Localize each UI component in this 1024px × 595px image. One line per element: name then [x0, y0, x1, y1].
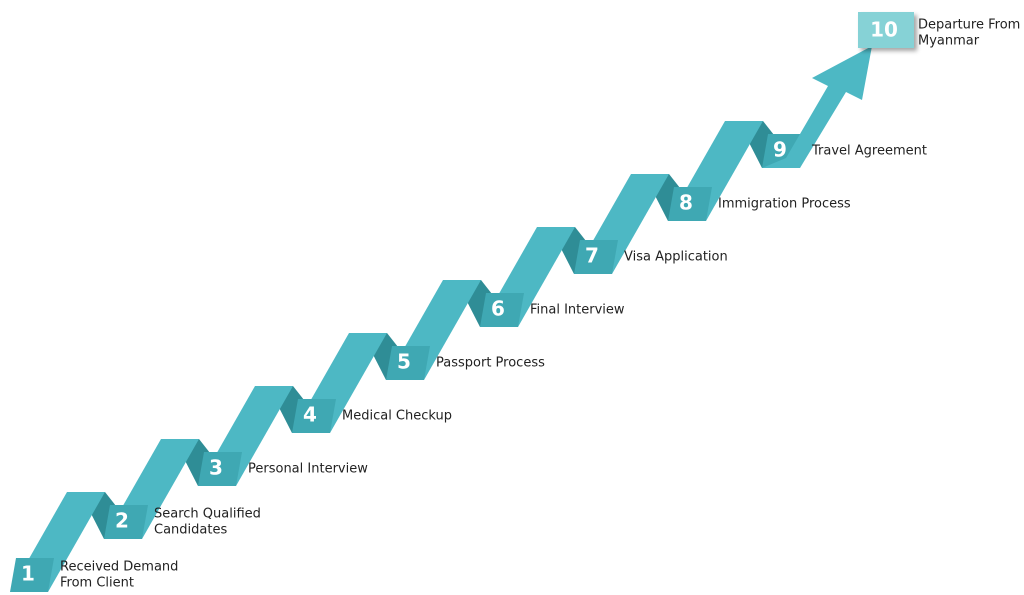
- step-label: Passport Process: [436, 356, 545, 371]
- step-label: Search Qualified: [154, 507, 261, 522]
- step-base: [104, 505, 148, 539]
- step-base: [198, 452, 242, 486]
- step-label: Final Interview: [530, 303, 625, 318]
- step-base: [574, 240, 618, 274]
- step-label: Medical Checkup: [342, 409, 452, 424]
- step-label: Departure From: [918, 18, 1020, 33]
- step-number: 9: [773, 138, 787, 162]
- step-number: 4: [303, 403, 317, 427]
- step-label: Travel Agreement: [811, 144, 927, 159]
- step-number: 7: [585, 244, 599, 268]
- step-number: 10: [870, 18, 898, 42]
- step-label: From Client: [60, 576, 134, 591]
- final-arrow: [762, 46, 872, 168]
- step-label: Personal Interview: [248, 462, 368, 477]
- ribbon: [10, 121, 806, 592]
- step-number: 6: [491, 297, 505, 321]
- final-box: [858, 12, 914, 48]
- step-number: 1: [21, 562, 35, 586]
- step-number: 2: [115, 509, 129, 533]
- step-number: 3: [209, 456, 223, 480]
- step-base: [480, 293, 524, 327]
- step-label: Immigration Process: [718, 197, 851, 212]
- step-base: [10, 558, 54, 592]
- step-label: Visa Application: [624, 250, 728, 265]
- step-base: [386, 346, 430, 380]
- step-number: 8: [679, 191, 693, 215]
- step-label: Candidates: [154, 523, 227, 538]
- step-base: [668, 187, 712, 221]
- step-label: Received Demand: [60, 560, 178, 575]
- step-base: [292, 399, 336, 433]
- step-label: Myanmar: [918, 34, 980, 49]
- step-number: 5: [397, 350, 411, 374]
